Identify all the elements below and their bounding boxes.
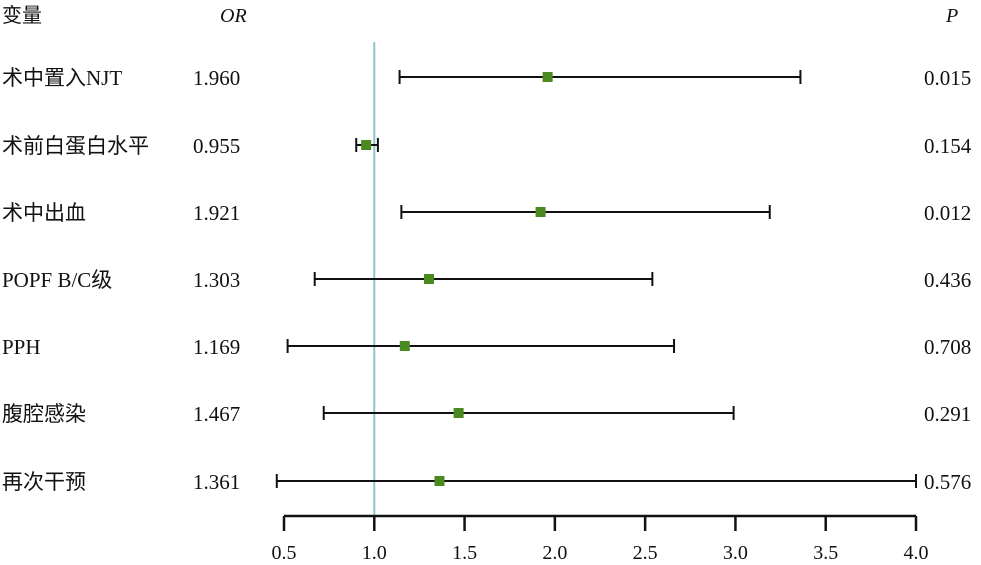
or-point [535,207,546,217]
or-point [399,341,410,351]
x-tick-label: 3.5 [813,542,838,564]
row-label: 术前白蛋白水平 [2,134,149,158]
or-point [434,476,445,486]
header-variable: 变量 [2,4,42,27]
row-or-value: 0.955 [193,134,240,158]
row-label: POPF B/C级 [2,268,112,292]
row-or-value: 1.361 [193,470,240,494]
row-label: 术中出血 [2,201,86,225]
or-point [423,274,434,284]
row-p-value: 0.576 [924,470,971,494]
header-p: P [945,5,958,27]
row-p-value: 0.291 [924,402,971,426]
x-tick-label: 2.5 [633,542,658,564]
x-tick-label: 4.0 [904,542,929,564]
x-tick-label: 1.0 [362,542,387,564]
row-p-value: 0.708 [924,335,971,359]
x-tick-label: 1.5 [452,542,477,564]
row-label: 腹腔感染 [2,402,86,426]
header-or: OR [220,5,247,27]
row-p-value: 0.154 [924,134,972,158]
row-or-value: 1.960 [193,66,240,90]
x-tick-label: 0.5 [272,542,297,564]
row-or-value: 1.303 [193,268,240,292]
or-point [542,72,553,82]
row-p-value: 0.436 [924,268,971,292]
or-point [361,140,372,150]
row-or-value: 1.921 [193,201,240,225]
x-tick-label: 2.0 [542,542,567,564]
x-tick-label: 3.0 [723,542,748,564]
row-label: 再次干预 [2,470,86,494]
row-or-value: 1.169 [193,335,240,359]
row-or-value: 1.467 [193,402,240,426]
row-label: 术中置入NJT [2,66,122,90]
or-point [453,408,464,418]
row-p-value: 0.015 [924,66,971,90]
row-p-value: 0.012 [924,201,971,225]
row-label: PPH [2,335,41,359]
